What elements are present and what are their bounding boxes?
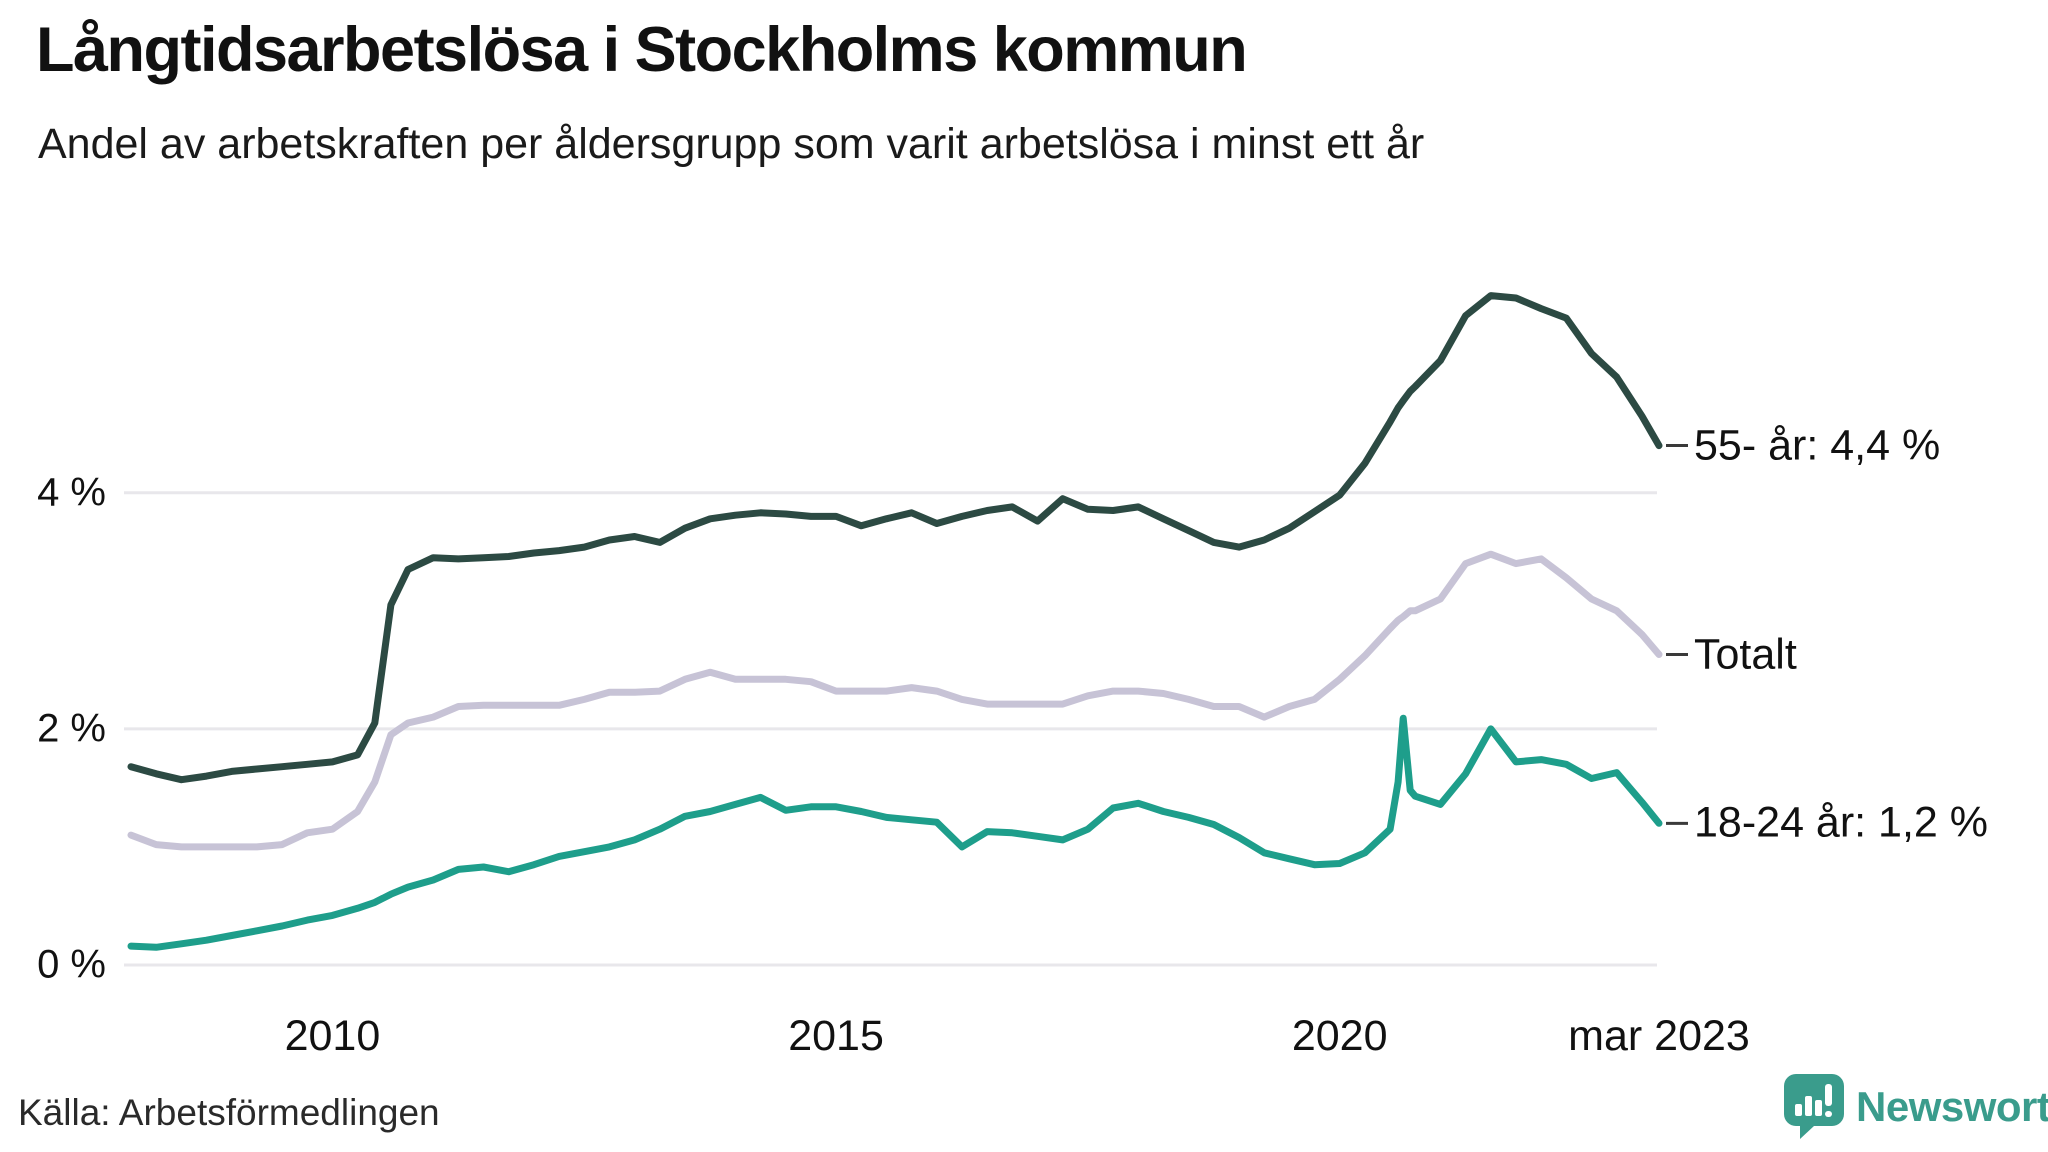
y-tick-label-2: 2 % (37, 706, 106, 751)
page-title: Långtidsarbetslösa i Stockholms kommun (36, 15, 1248, 85)
x-tick-label-2015: 2015 (788, 1012, 884, 1060)
series-line-18-24-r (127, 714, 1663, 951)
newsworthy-brand: Newsworthy (1784, 1074, 2048, 1140)
y-tick-label-0: 0 % (37, 942, 106, 987)
series-line-55-r (127, 292, 1663, 784)
series-end-label-totalt: Totalt (1694, 630, 1797, 678)
series-line-totalt (127, 550, 1663, 851)
brand-name: Newsworthy (1856, 1083, 2048, 1130)
page-subtitle: Andel av arbetskraften per åldersgrupp s… (38, 120, 1425, 168)
series-end-ticks (1666, 444, 1688, 825)
y-tick-label-4: 4 % (37, 470, 106, 515)
speech-bubble-bar-chart-icon (1784, 1074, 1844, 1139)
series-end-label-55-r: 55- år: 4,4 % (1694, 421, 1941, 470)
gridlines (124, 491, 1657, 967)
series-end-label-18-24-r: 18-24 år: 1,2 % (1694, 798, 1989, 847)
x-tick-label-2020: 2020 (1291, 1012, 1388, 1060)
x-tick-label-2010: 2010 (284, 1012, 381, 1060)
x-tick-label-mar-2023: mar 2023 (1568, 1012, 1750, 1060)
source-note: Källa: Arbetsförmedlingen (18, 1092, 440, 1133)
series-lines (127, 292, 1663, 951)
